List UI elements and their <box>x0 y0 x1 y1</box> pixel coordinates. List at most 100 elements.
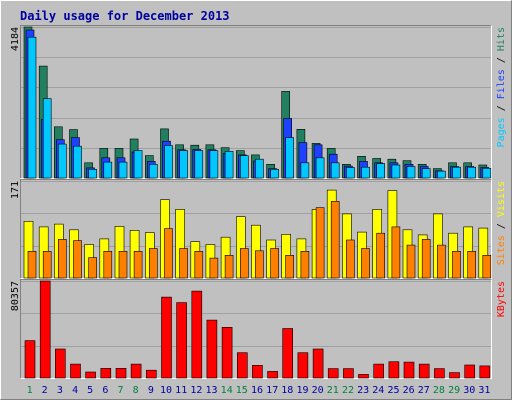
bar-pages-day-15 <box>240 155 249 179</box>
day-label-28: 28 <box>433 385 445 396</box>
bar-pages-day-11 <box>179 150 188 179</box>
day-label-7: 7 <box>117 385 123 396</box>
panel-sites-visits-dark-edge <box>20 179 492 279</box>
bar-kbytes-day-30 <box>464 364 476 379</box>
bar-kbytes-day-16 <box>252 364 263 379</box>
day-label-8: 8 <box>133 385 139 396</box>
bar-pages-day-6 <box>103 161 113 179</box>
chart-title: Daily usage for December 2013 <box>20 9 230 23</box>
bar-kbytes-day-3 <box>54 348 66 379</box>
bar-sites-day-27 <box>421 239 431 279</box>
bar-pages-day-24 <box>376 163 386 179</box>
bar-pages-day-12 <box>194 150 204 179</box>
bar-sites-day-13 <box>209 257 219 279</box>
bar-sites-day-1 <box>27 251 37 279</box>
bar-kbytes-day-17 <box>267 371 278 379</box>
bar-sites-day-29 <box>452 251 461 279</box>
bar-pages-day-28 <box>437 170 446 179</box>
day-label-9: 9 <box>148 385 154 396</box>
bar-kbytes-day-24 <box>373 363 385 379</box>
legend-hits: Hits <box>496 27 507 51</box>
bar-pages-day-25 <box>391 164 401 179</box>
bar-sites-day-14 <box>224 255 234 279</box>
bar-sites-day-6 <box>103 251 113 279</box>
bar-pages-day-30 <box>467 166 477 179</box>
bar-kbytes-day-23 <box>358 374 369 379</box>
bar-pages-day-31 <box>482 168 492 179</box>
bar-pages-day-16 <box>255 158 264 179</box>
panel-sites-visits-legend: Sites / Visits <box>496 181 507 265</box>
panel-pages-files-hits-background <box>20 25 492 179</box>
bar-pages-day-3 <box>57 143 67 179</box>
day-label-14: 14 <box>221 385 233 396</box>
panel-kbytes-legend: KBytes <box>496 281 507 317</box>
bar-sites-day-22 <box>346 239 355 279</box>
bar-sites-day-16 <box>255 250 264 279</box>
day-label-10: 10 <box>160 385 172 396</box>
legend-pages: Pages <box>496 117 507 147</box>
legend-separator: / <box>496 99 507 117</box>
day-labels: 1 2 3 4 5 6 7 8 9 10 11 12 13 14 15 16 17 18 19 20 21 22 23 24 2… <box>27 385 491 396</box>
bar-kbytes-day-9 <box>146 369 157 379</box>
bar-sites-day-3 <box>57 239 67 279</box>
day-label-12: 12 <box>190 385 202 396</box>
bar-sites-day-17 <box>270 248 279 279</box>
panel-kbytes-dark-edge <box>20 279 492 379</box>
day-label-26: 26 <box>403 385 415 396</box>
bar-sites-day-11 <box>179 248 188 279</box>
legend-kbytes: KBytes <box>496 281 507 317</box>
panel-kbytes-light-edge <box>20 279 492 379</box>
legend-separator: / <box>496 217 507 235</box>
bar-kbytes-day-22 <box>343 368 354 379</box>
bar-kbytes-day-21 <box>327 368 339 379</box>
bar-sites-day-25 <box>391 226 401 279</box>
bar-pages-day-20 <box>315 157 325 179</box>
bar-sites-day-8 <box>133 251 143 279</box>
bar-kbytes-day-4 <box>70 363 81 379</box>
bar-kbytes-day-7 <box>115 367 127 379</box>
day-label-31: 31 <box>478 385 490 396</box>
bar-kbytes-day-10 <box>161 296 172 379</box>
day-label-23: 23 <box>357 385 369 396</box>
bar-kbytes-day-5 <box>85 371 96 379</box>
day-label-18: 18 <box>281 385 293 396</box>
day-label-27: 27 <box>418 385 430 396</box>
bar-sites-day-30 <box>467 251 477 279</box>
panel-pages-files-hits-ymax-label: 4184 <box>10 27 21 51</box>
bar-sites-day-15 <box>240 248 249 279</box>
bar-sites-day-9 <box>149 248 158 279</box>
bar-sites-day-19 <box>300 251 310 279</box>
bar-kbytes-day-15 <box>237 352 248 379</box>
bar-kbytes-day-28 <box>434 368 445 379</box>
bar-sites-day-4 <box>73 240 82 279</box>
day-label-11: 11 <box>175 385 187 396</box>
day-label-16: 16 <box>251 385 263 396</box>
legend-files: Files <box>496 69 507 99</box>
day-label-29: 29 <box>448 385 460 396</box>
bar-pages-day-1 <box>27 36 37 179</box>
bar-sites-day-26 <box>406 244 416 279</box>
day-label-15: 15 <box>236 385 248 396</box>
day-label-17: 17 <box>266 385 278 396</box>
bar-pages-day-10 <box>164 145 173 179</box>
bar-sites-day-23 <box>361 248 370 279</box>
bar-sites-day-7 <box>118 251 128 279</box>
bar-pages-day-14 <box>224 151 234 179</box>
bar-kbytes-day-20 <box>312 348 324 379</box>
day-label-3: 3 <box>57 385 63 396</box>
bar-pages-day-19 <box>300 162 310 179</box>
legend-separator: / <box>496 51 507 69</box>
bar-pages-day-23 <box>361 166 370 179</box>
bar-pages-day-18 <box>285 137 295 179</box>
bar-kbytes-day-2 <box>39 280 51 379</box>
panel-sites-visits-light-edge <box>20 179 492 279</box>
bar-pages-day-29 <box>452 166 461 179</box>
bar-kbytes-day-14 <box>221 326 233 379</box>
bar-pages-day-17 <box>270 169 279 179</box>
bar-kbytes-day-31 <box>479 365 491 379</box>
bar-sites-day-21 <box>330 201 340 279</box>
bar-kbytes-day-11 <box>176 302 187 379</box>
bar-sites-day-2 <box>42 251 52 279</box>
